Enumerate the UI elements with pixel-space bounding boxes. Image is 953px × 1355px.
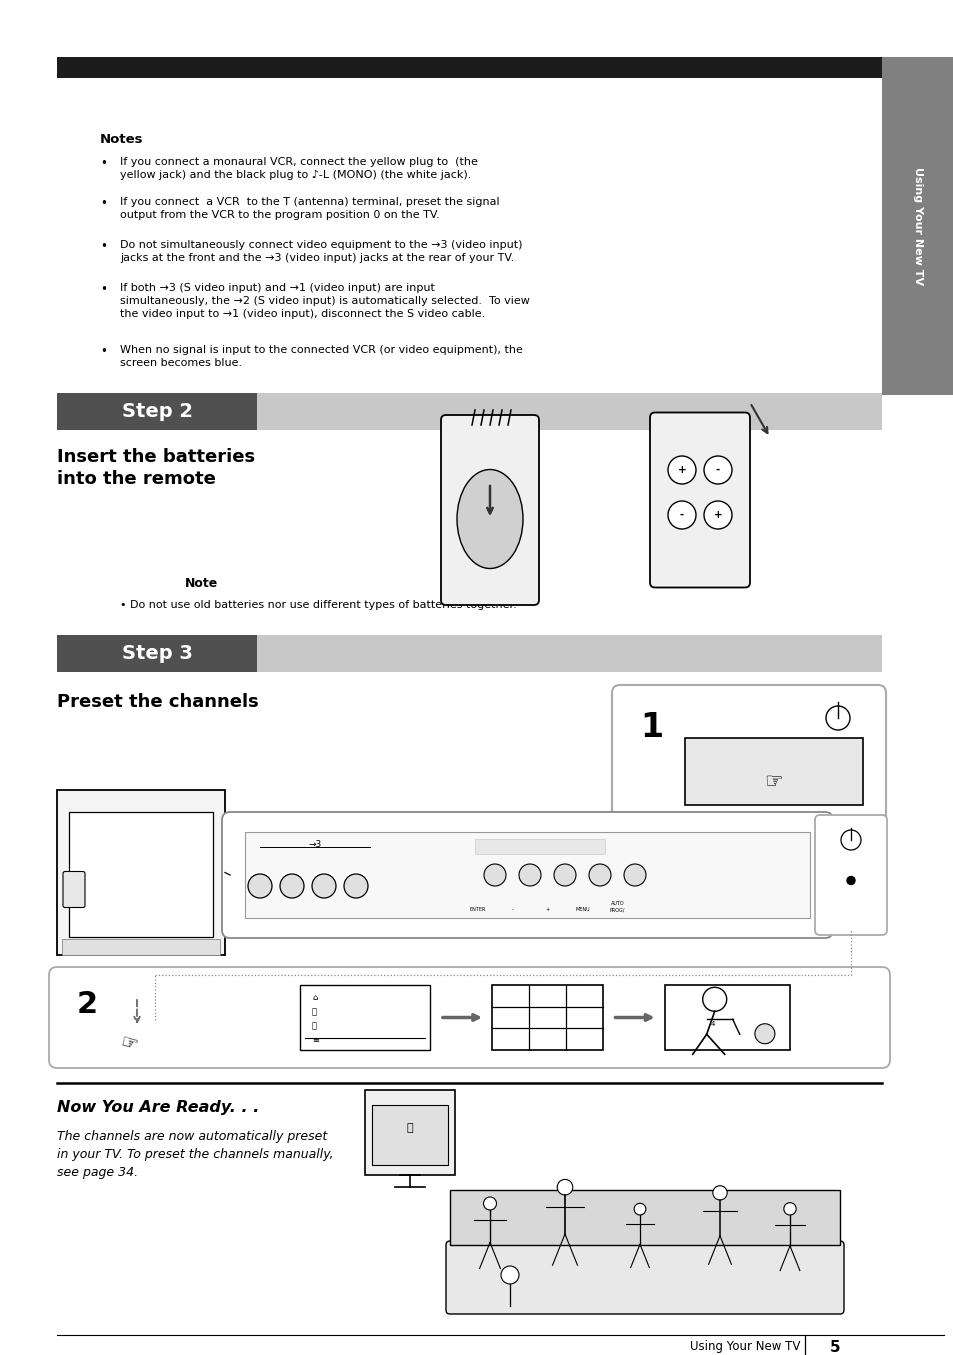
Text: If you connect  a VCR  to the T̅ (antenna) terminal, preset the signal
output fr: If you connect a VCR to the T̅ (antenna)…	[120, 196, 499, 220]
Circle shape	[554, 864, 576, 886]
Bar	[245, 832, 809, 917]
Text: 5: 5	[829, 1340, 840, 1355]
Bar	[299, 985, 430, 1050]
Text: 4: 4	[710, 1022, 714, 1027]
Text: Insert the batteries
into the remote: Insert the batteries into the remote	[57, 449, 254, 488]
Circle shape	[483, 864, 505, 886]
Circle shape	[841, 831, 861, 850]
Circle shape	[483, 1196, 496, 1210]
Text: If you connect a monaural VCR, connect the yellow plug to  (the
yellow jack) and: If you connect a monaural VCR, connect t…	[120, 157, 477, 180]
Bar	[365, 1089, 455, 1175]
Text: When no signal is input to the connected VCR (or video equipment), the
screen be: When no signal is input to the connected…	[120, 346, 522, 367]
Text: The channels are now automatically preset
in your TV. To preset the channels man: The channels are now automatically prese…	[57, 1130, 334, 1179]
Circle shape	[248, 874, 272, 898]
Text: •: •	[100, 346, 107, 358]
Bar	[57, 790, 225, 955]
Text: •: •	[100, 283, 107, 295]
Text: Preset the channels: Preset the channels	[57, 692, 258, 711]
Text: -: -	[679, 509, 683, 520]
Circle shape	[783, 1203, 796, 1215]
Text: 🏃: 🏃	[406, 1123, 413, 1133]
Circle shape	[702, 988, 726, 1011]
Circle shape	[703, 457, 731, 484]
Circle shape	[280, 874, 304, 898]
Text: 🔒: 🔒	[312, 1007, 316, 1016]
Text: →3: →3	[308, 840, 321, 850]
Bar	[69, 812, 213, 938]
Bar	[57, 635, 882, 672]
Circle shape	[846, 877, 854, 885]
FancyBboxPatch shape	[649, 412, 749, 588]
Circle shape	[634, 1203, 645, 1215]
Circle shape	[312, 874, 335, 898]
Text: Notes: Notes	[100, 133, 143, 146]
Bar	[475, 839, 604, 854]
Circle shape	[623, 864, 645, 886]
Circle shape	[500, 1266, 518, 1285]
Text: •: •	[100, 157, 107, 169]
Bar	[57, 393, 882, 430]
FancyBboxPatch shape	[440, 415, 538, 604]
Text: 2: 2	[77, 991, 98, 1019]
Text: Note: Note	[185, 577, 218, 589]
Text: 1: 1	[639, 711, 662, 744]
Circle shape	[667, 457, 696, 484]
Text: ≡: ≡	[312, 1035, 318, 1045]
Circle shape	[712, 1186, 726, 1201]
Text: Using Your New TV: Using Your New TV	[689, 1340, 800, 1354]
Text: Step 2: Step 2	[121, 402, 193, 421]
Bar	[57, 57, 882, 79]
FancyBboxPatch shape	[446, 1241, 843, 1314]
FancyBboxPatch shape	[63, 871, 85, 908]
Bar	[684, 738, 862, 805]
Circle shape	[518, 864, 540, 886]
Text: ⌂: ⌂	[312, 992, 317, 1001]
Text: If both →3 (S video input) and →1 (video input) are input
simultaneously, the →2: If both →3 (S video input) and →1 (video…	[120, 283, 529, 318]
Text: Now You Are Ready. . .: Now You Are Ready. . .	[57, 1100, 259, 1115]
Text: Step 3: Step 3	[121, 644, 193, 663]
Text: +: +	[677, 465, 685, 476]
Bar	[62, 939, 220, 955]
FancyBboxPatch shape	[222, 812, 832, 938]
Bar	[57, 635, 256, 672]
Text: •: •	[100, 196, 107, 210]
Text: ☞: ☞	[118, 1033, 140, 1056]
Text: •: •	[100, 240, 107, 253]
Circle shape	[667, 501, 696, 528]
Bar	[372, 1104, 448, 1165]
Text: -: -	[715, 465, 720, 476]
Circle shape	[703, 501, 731, 528]
Ellipse shape	[456, 469, 522, 569]
Text: Using Your New TV: Using Your New TV	[912, 167, 923, 285]
Text: • Do not use old batteries nor use different types of batteries together.: • Do not use old batteries nor use diffe…	[120, 600, 517, 610]
Text: ENTER: ENTER	[469, 906, 485, 912]
Bar	[664, 985, 789, 1050]
Circle shape	[588, 864, 610, 886]
Text: +: +	[545, 906, 549, 912]
Text: +: +	[713, 509, 721, 520]
Bar	[450, 1190, 840, 1245]
Text: -: -	[511, 906, 513, 912]
Text: 🎧: 🎧	[312, 1022, 316, 1030]
Bar	[492, 985, 602, 1050]
Text: ☞: ☞	[763, 771, 782, 791]
FancyBboxPatch shape	[612, 686, 885, 828]
Bar	[57, 393, 256, 430]
Circle shape	[754, 1024, 774, 1043]
Circle shape	[344, 874, 368, 898]
Bar	[882, 57, 953, 396]
FancyBboxPatch shape	[49, 967, 889, 1068]
Circle shape	[557, 1179, 572, 1195]
Circle shape	[825, 706, 849, 730]
Text: Do not simultaneously connect video equipment to the →3 (video input)
jacks at t: Do not simultaneously connect video equi…	[120, 240, 522, 263]
Text: MENU: MENU	[575, 906, 589, 912]
FancyBboxPatch shape	[814, 814, 886, 935]
Text: AUTO
PROG/: AUTO PROG/	[609, 901, 624, 912]
